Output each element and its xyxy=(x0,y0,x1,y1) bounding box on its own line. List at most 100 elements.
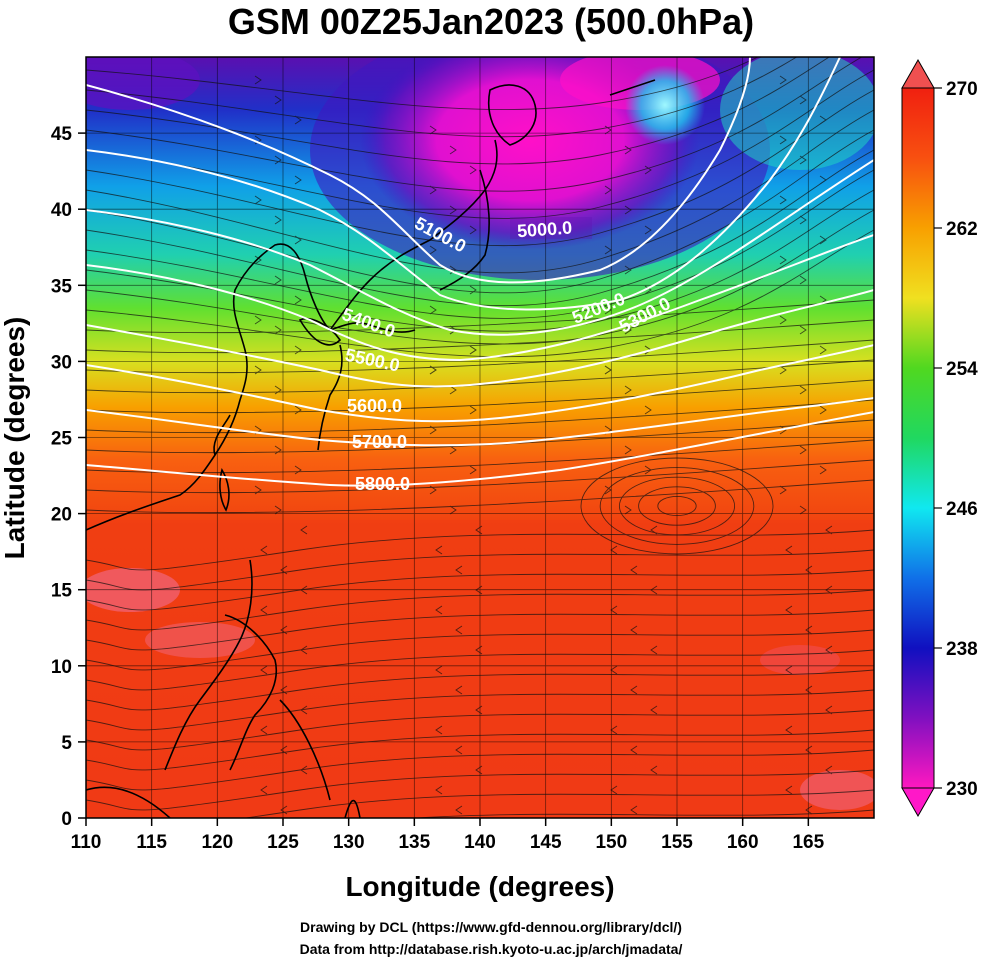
stream-arrow xyxy=(785,725,793,735)
colorbar-label: 262 xyxy=(946,219,978,240)
stream-arrow xyxy=(799,95,807,105)
stream-arrow xyxy=(610,545,618,555)
streamline xyxy=(86,729,874,771)
stream-arrow xyxy=(274,155,282,165)
colorbar-label: 230 xyxy=(946,779,978,800)
stream-arrow xyxy=(475,705,483,715)
stream-arrow xyxy=(449,145,457,155)
stream-arrow xyxy=(805,685,813,695)
stream-arrow xyxy=(799,445,807,455)
y-tick-label: 25 xyxy=(51,429,73,450)
stream-arrow xyxy=(604,485,612,495)
stream-arrow xyxy=(624,325,632,335)
stream-arrow xyxy=(624,385,632,395)
stream-arrow xyxy=(469,345,477,355)
stream-arrow xyxy=(819,235,827,245)
stream-arrow xyxy=(429,125,437,135)
y-tick-label: 20 xyxy=(51,505,72,526)
stream-arrow xyxy=(300,585,308,595)
stream-arrow xyxy=(469,285,477,295)
colorbar-min-arrow xyxy=(901,787,935,818)
stream-arrow xyxy=(300,705,308,715)
vortex-ring xyxy=(638,486,716,526)
stream-arrow xyxy=(630,745,638,755)
stream-arrow xyxy=(650,765,658,775)
streamline xyxy=(86,129,874,294)
streamline xyxy=(86,589,874,631)
x-tick-label: 115 xyxy=(136,832,167,853)
stream-arrow xyxy=(819,465,827,475)
contour-label-5800: 5800.0 xyxy=(355,474,410,494)
x-axis: 110 115 120 125 130 135 140 145 150 155 160 165 xyxy=(71,818,825,853)
stream-arrow xyxy=(455,805,463,815)
stream-arrow xyxy=(779,485,787,495)
stream-arrow xyxy=(644,405,652,415)
streamline xyxy=(86,57,830,165)
stream-arrow xyxy=(260,665,268,675)
stream-arrow xyxy=(475,765,483,775)
y-axis: 0 5 10 15 20 25 30 35 40 45 xyxy=(51,124,86,830)
stream-arrow xyxy=(825,705,833,715)
x-axis-title: Longitude (degrees) xyxy=(345,871,614,902)
streamline xyxy=(86,769,874,811)
streamline xyxy=(242,789,874,818)
x-tick-label: 160 xyxy=(727,832,759,853)
stream-arrow xyxy=(435,725,443,735)
stream-arrow xyxy=(429,305,437,315)
streamline xyxy=(86,69,874,219)
streamline xyxy=(86,299,874,334)
stream-arrow xyxy=(294,295,302,305)
stream-arrow xyxy=(254,315,262,325)
stream-arrow xyxy=(274,505,282,515)
stream-arrow xyxy=(604,365,612,375)
colorbar: 230 238 246 254 262 270 xyxy=(901,58,978,818)
stream-arrow xyxy=(449,505,457,515)
y-tick-label: 45 xyxy=(51,124,73,145)
stream-arrow xyxy=(650,585,658,595)
stream-arrow xyxy=(280,685,288,695)
stream-arrow xyxy=(779,255,787,265)
stream-arrow xyxy=(429,185,437,195)
stream-arrow xyxy=(779,195,787,205)
streamline xyxy=(86,57,798,138)
stream-arrow xyxy=(300,645,308,655)
y-tick-label: 5 xyxy=(61,733,72,754)
streamline xyxy=(86,689,874,731)
stream-arrow xyxy=(799,275,807,285)
stream-arrow xyxy=(475,645,483,655)
stream-arrow xyxy=(650,705,658,715)
stream-arrow xyxy=(825,645,833,655)
x-tick-label: 130 xyxy=(333,832,365,853)
stream-arrow xyxy=(805,565,813,575)
stream-arrow xyxy=(429,245,437,255)
stream-arrow xyxy=(610,725,618,735)
y-tick-label: 15 xyxy=(51,581,73,602)
stream-arrow xyxy=(254,195,262,205)
stream-arrow xyxy=(785,665,793,675)
streamline xyxy=(86,379,874,414)
stream-arrow xyxy=(294,345,302,355)
stream-arrow xyxy=(610,785,618,795)
stream-arrow xyxy=(624,445,632,455)
stream-arrow xyxy=(805,745,813,755)
stream-arrow xyxy=(274,95,282,105)
streamline xyxy=(86,169,874,319)
stream-arrow xyxy=(610,665,618,675)
x-tick-label: 135 xyxy=(398,832,430,853)
stream-arrow xyxy=(260,785,268,795)
stream-arrow xyxy=(300,765,308,775)
colorbar-label: 254 xyxy=(946,359,978,380)
stream-arrow xyxy=(469,405,477,415)
stream-arrow xyxy=(435,605,443,615)
stream-arrow xyxy=(280,745,288,755)
stream-arrow xyxy=(429,365,437,375)
streamline xyxy=(86,649,874,691)
stream-arrow xyxy=(274,325,282,335)
stream-arrow xyxy=(455,625,463,635)
stream-arrow xyxy=(254,75,262,85)
stream-arrow xyxy=(779,75,787,85)
stream-arrow xyxy=(624,505,632,515)
vortex-ring xyxy=(618,476,736,536)
stream-arrow xyxy=(644,165,652,175)
stream-arrow xyxy=(475,585,483,595)
